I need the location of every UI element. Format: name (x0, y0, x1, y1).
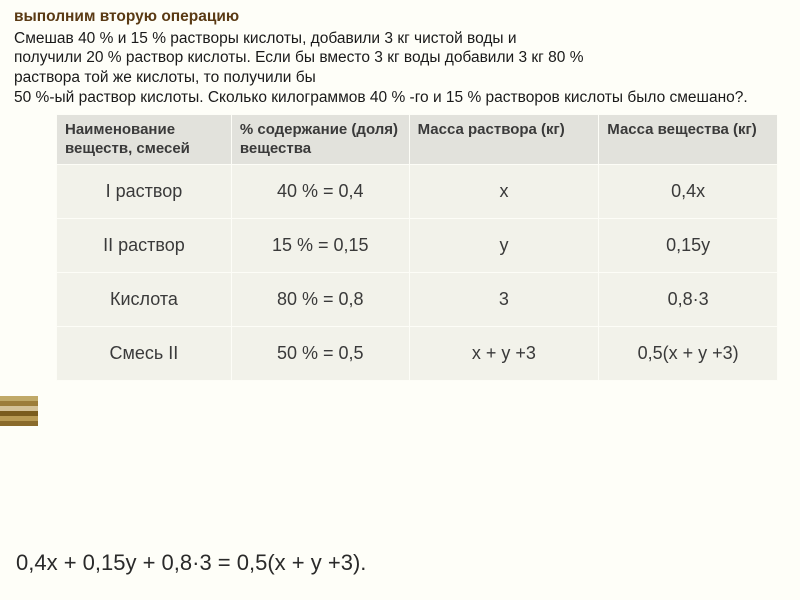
cell: 0,5(x + y +3) (599, 327, 778, 381)
table-row: II раствор 15 % = 0,15 y 0,15y (57, 219, 778, 273)
cell: 3 (409, 273, 599, 327)
cell: I раствор (57, 165, 232, 219)
table-row: Смесь II 50 % = 0,5 x + y +3 0,5(x + y +… (57, 327, 778, 381)
cell: Кислота (57, 273, 232, 327)
table-row: I раствор 40 % = 0,4 x 0,4x (57, 165, 778, 219)
cell: 50 % = 0,5 (231, 327, 409, 381)
col-header: Масса раствора (кг) (409, 114, 599, 165)
section-heading: выполним вторую операцию (14, 8, 776, 27)
table-header-row: Наименование веществ, смесей % содержани… (57, 114, 778, 165)
col-header: % содержание (доля) вещества (231, 114, 409, 165)
cell: 0,4x (599, 165, 778, 219)
col-header: Наименование веществ, смесей (57, 114, 232, 165)
table-row: Кислота 80 % = 0,8 3 0,8·3 (57, 273, 778, 327)
cell: 15 % = 0,15 (231, 219, 409, 273)
cell: y (409, 219, 599, 273)
cell: Смесь II (57, 327, 232, 381)
equation-text: 0,4x + 0,15y + 0,8·3 = 0,5(x + y +3). (16, 550, 366, 576)
cell: 80 % = 0,8 (231, 273, 409, 327)
cell: 40 % = 0,4 (231, 165, 409, 219)
data-table: Наименование веществ, смесей % содержани… (56, 114, 778, 382)
problem-line: 50 %-ый раствор кислоты. Сколько килогра… (14, 89, 748, 106)
problem-text: Смешав 40 % и 15 % растворы кислоты, доб… (14, 29, 776, 108)
problem-line: получили 20 % раствор кислоты. Если бы в… (14, 49, 583, 66)
decorative-stripes (0, 396, 38, 434)
stripe (0, 421, 38, 426)
problem-line: Смешав 40 % и 15 % растворы кислоты, доб… (14, 30, 517, 47)
cell: 0,8·3 (599, 273, 778, 327)
cell: x (409, 165, 599, 219)
slide-content: выполним вторую операцию Смешав 40 % и 1… (0, 0, 800, 389)
cell: x + y +3 (409, 327, 599, 381)
col-header: Масса вещества (кг) (599, 114, 778, 165)
cell: II раствор (57, 219, 232, 273)
problem-line: раствора той же кислоты, то получили бы (14, 69, 316, 86)
cell: 0,15y (599, 219, 778, 273)
